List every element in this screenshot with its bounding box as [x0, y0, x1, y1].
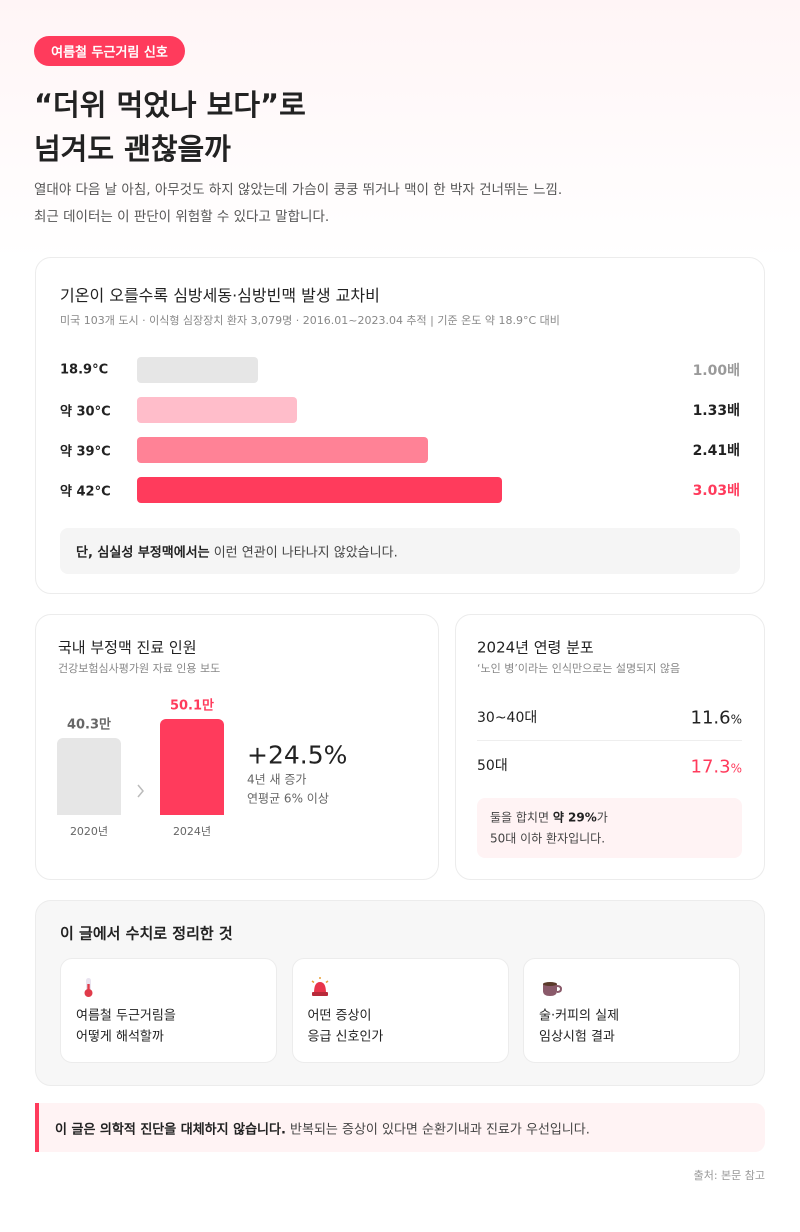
- age-title: 2024년 연령 분포: [477, 638, 594, 657]
- age-unit: %: [730, 761, 742, 776]
- value-label: 40.3만: [66, 717, 112, 733]
- column: [57, 737, 121, 815]
- bar: [137, 477, 503, 503]
- age-label: 30~40대: [477, 710, 538, 726]
- age-unit: %: [730, 712, 742, 727]
- disclaimer-text: 반복되는 증상이 있다면 순환기내과 진료가 우선입니다.: [285, 1122, 590, 1138]
- icon: [309, 976, 331, 998]
- summary-item: [60, 958, 277, 1063]
- note: 단, 심실성 부정맥에서는 이런 연관이 나타나지 않았습니다.: [76, 542, 398, 561]
- age-note-text: 가: [596, 810, 608, 825]
- category-label: 약 39°C: [60, 444, 111, 460]
- category-label: 2024년: [172, 825, 212, 838]
- summary-item: [291, 958, 509, 1063]
- summary-title: 이 글에서 수치로 정리한 것: [60, 924, 233, 943]
- bar: [137, 397, 298, 423]
- note-box: [60, 528, 740, 574]
- icon-svg: [311, 977, 328, 996]
- icon-svg: [543, 982, 563, 996]
- change-note: 연평균 6% 이상: [247, 791, 329, 806]
- category-label: 약 30°C: [60, 404, 111, 420]
- category-label: 18.9°C: [60, 362, 109, 378]
- source: 출처: 본문 참고: [693, 1169, 765, 1182]
- disclaimer-box: [35, 1103, 765, 1152]
- value-label: 3.03배: [692, 483, 740, 499]
- summary-text: 어떤 증상이: [307, 1008, 372, 1024]
- age-label: 50대: [477, 758, 508, 774]
- age-note-bold: 약 29%: [552, 810, 597, 825]
- summary-text: 술·커피의 실제: [539, 1008, 620, 1024]
- value-label: 2.41배: [692, 443, 740, 459]
- badge-bg: [34, 36, 185, 66]
- age-value: 11.6%: [691, 708, 742, 729]
- category-label: 2020년: [69, 825, 109, 838]
- icon-svg: [84, 978, 93, 997]
- age-note: 50대 이하 환자입니다.: [490, 831, 606, 846]
- summary-text: 응급 신호인가: [307, 1029, 384, 1045]
- chart-subtitle: 미국 103개 도시 · 이식형 심장장치 환자 3,079명 · 2016.0…: [60, 314, 560, 327]
- disclaimer-bold: 이 글은 의학적 진단을 대체하지 않습니다.: [55, 1122, 286, 1138]
- value-label: 1.33배: [692, 403, 740, 419]
- divider: [477, 740, 742, 741]
- summary-text: 여름철 두근거림을: [76, 1008, 176, 1024]
- title: “더위 먹었나 보다”로: [34, 88, 306, 122]
- chart-title: 기온이 오를수록 심방세동·심방빈맥 발생 교차비: [60, 286, 380, 305]
- icon: [540, 976, 563, 998]
- category-label: 약 42°C: [60, 484, 111, 500]
- summary-item: [523, 958, 740, 1063]
- summary-text: 임상시험 결과: [539, 1029, 615, 1045]
- age-number: 11.6: [690, 707, 731, 729]
- note-bold: 단, 심실성 부정맥에서는: [76, 545, 210, 561]
- bar: [137, 437, 428, 463]
- column: [160, 718, 224, 815]
- age-subtitle: ‘노인 병’이라는 인식만으로는 설명되지 않음: [477, 662, 681, 675]
- note-text: 이런 연관이 나타나지 않았습니다.: [209, 545, 398, 561]
- value-label: 50.1만: [169, 698, 215, 714]
- change-note: 4년 새 증가: [247, 772, 307, 787]
- age-note-text: 둘을 합치면: [490, 810, 553, 825]
- age-note: 둘을 합치면 약 29%가: [490, 809, 608, 826]
- intro: 열대야 다음 날 아침, 아무것도 하지 않았는데 가슴이 쿵쿵 뛰거나 맥이 …: [34, 182, 563, 198]
- chevron: [137, 784, 144, 798]
- badge: 여름철 두근거림 신호: [51, 45, 168, 61]
- age-number: 17.3: [690, 756, 731, 778]
- age-value: 17.3%: [691, 757, 742, 778]
- summary-text: 어떻게 해석할까: [76, 1029, 164, 1045]
- title: 넘겨도 괜찮을까: [34, 132, 231, 166]
- disclaimer: 이 글은 의학적 진단을 대체하지 않습니다. 반복되는 증상이 있다면 순환기…: [55, 1119, 590, 1138]
- icon: [77, 976, 99, 998]
- bar: [137, 357, 258, 383]
- value-label: 1.00배: [692, 363, 740, 379]
- intro: 최근 데이터는 이 판단이 위험할 수 있다고 말합니다.: [34, 209, 330, 225]
- change: +24.5%: [247, 740, 348, 770]
- age-note-box: [477, 798, 742, 858]
- chart-title: 국내 부정맥 진료 인원: [58, 638, 197, 657]
- chart-subtitle: 건강보험심사평가원 자료 인용 보도: [58, 662, 221, 675]
